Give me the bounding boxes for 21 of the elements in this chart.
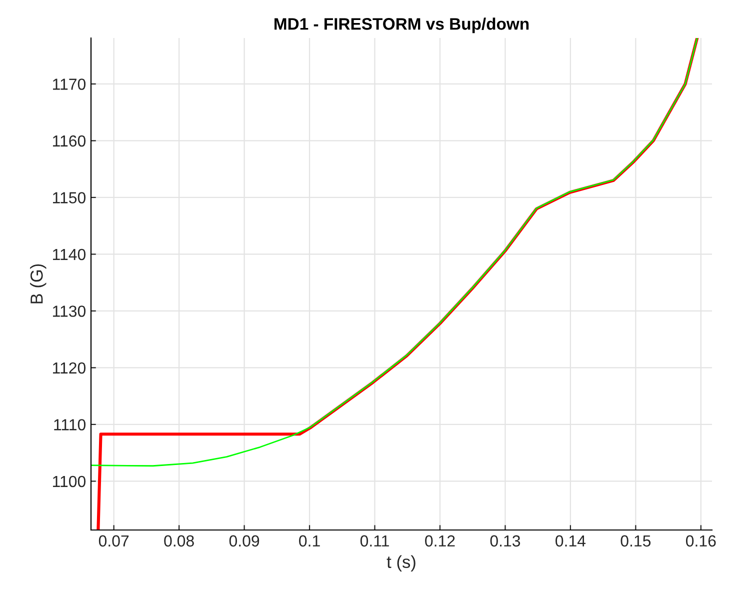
y-tick-label: 1120 xyxy=(53,362,86,374)
y-axis-title: B (G) xyxy=(30,264,46,304)
chart-title: MD1 - FIRESTORM vs Bup/down xyxy=(274,18,529,34)
x-tick-label: 0.13 xyxy=(490,535,520,547)
y-tick-label: 1100 xyxy=(53,476,86,488)
y-tick-label: 1110 xyxy=(54,419,86,430)
x-tick-label: 0.09 xyxy=(229,535,260,547)
x-tick-label: 0.15 xyxy=(620,535,651,547)
x-tick-label: 0.07 xyxy=(98,535,129,547)
x-axis-title: t (s) xyxy=(386,555,416,572)
x-tick-label: 0.1 xyxy=(299,535,320,547)
x-tick-label: 0.14 xyxy=(556,535,586,547)
x-tick-label: 0.11 xyxy=(360,535,389,547)
x-tick-label: 0.16 xyxy=(686,535,716,547)
y-tick-label: 1140 xyxy=(53,248,86,260)
y-tick-label: 1130 xyxy=(53,306,86,317)
x-tick-label: 0.12 xyxy=(425,535,455,547)
x-tick-label: 0.08 xyxy=(164,535,194,547)
y-tick-label: 1150 xyxy=(53,192,86,204)
y-tick-label: 1160 xyxy=(53,135,86,147)
y-tick-label: 1170 xyxy=(53,78,86,90)
